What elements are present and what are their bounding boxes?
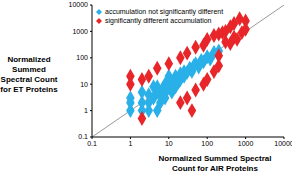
svg-text:0.1: 0.1 [87, 140, 97, 147]
html-text:significantly different accumu: significantly different accumulation [105, 17, 212, 24]
svg-text:10000: 10000 [69, 1, 89, 8]
html-text:accumulation not significantly: accumulation not significantly different [105, 8, 224, 15]
html-text:Normalized Summed Spectral Cou: Normalized Summed Spectral Count for ET … [0, 55, 58, 94]
svg-text:1000: 1000 [72, 28, 88, 35]
svg-text:10: 10 [80, 81, 88, 88]
svg-text:1: 1 [128, 140, 132, 147]
svg-text:1: 1 [84, 107, 88, 114]
svg-text:100: 100 [76, 54, 88, 61]
svg-text:10: 10 [165, 140, 173, 147]
svg-text:0.1: 0.1 [78, 133, 88, 140]
svg-text:10000: 10000 [274, 140, 284, 147]
svg-text:1000: 1000 [238, 140, 254, 147]
svg-text:100: 100 [201, 140, 213, 147]
html-text:Normalized Summed Spectral Cou: Normalized Summed Spectral Count for AIR… [158, 154, 272, 173]
